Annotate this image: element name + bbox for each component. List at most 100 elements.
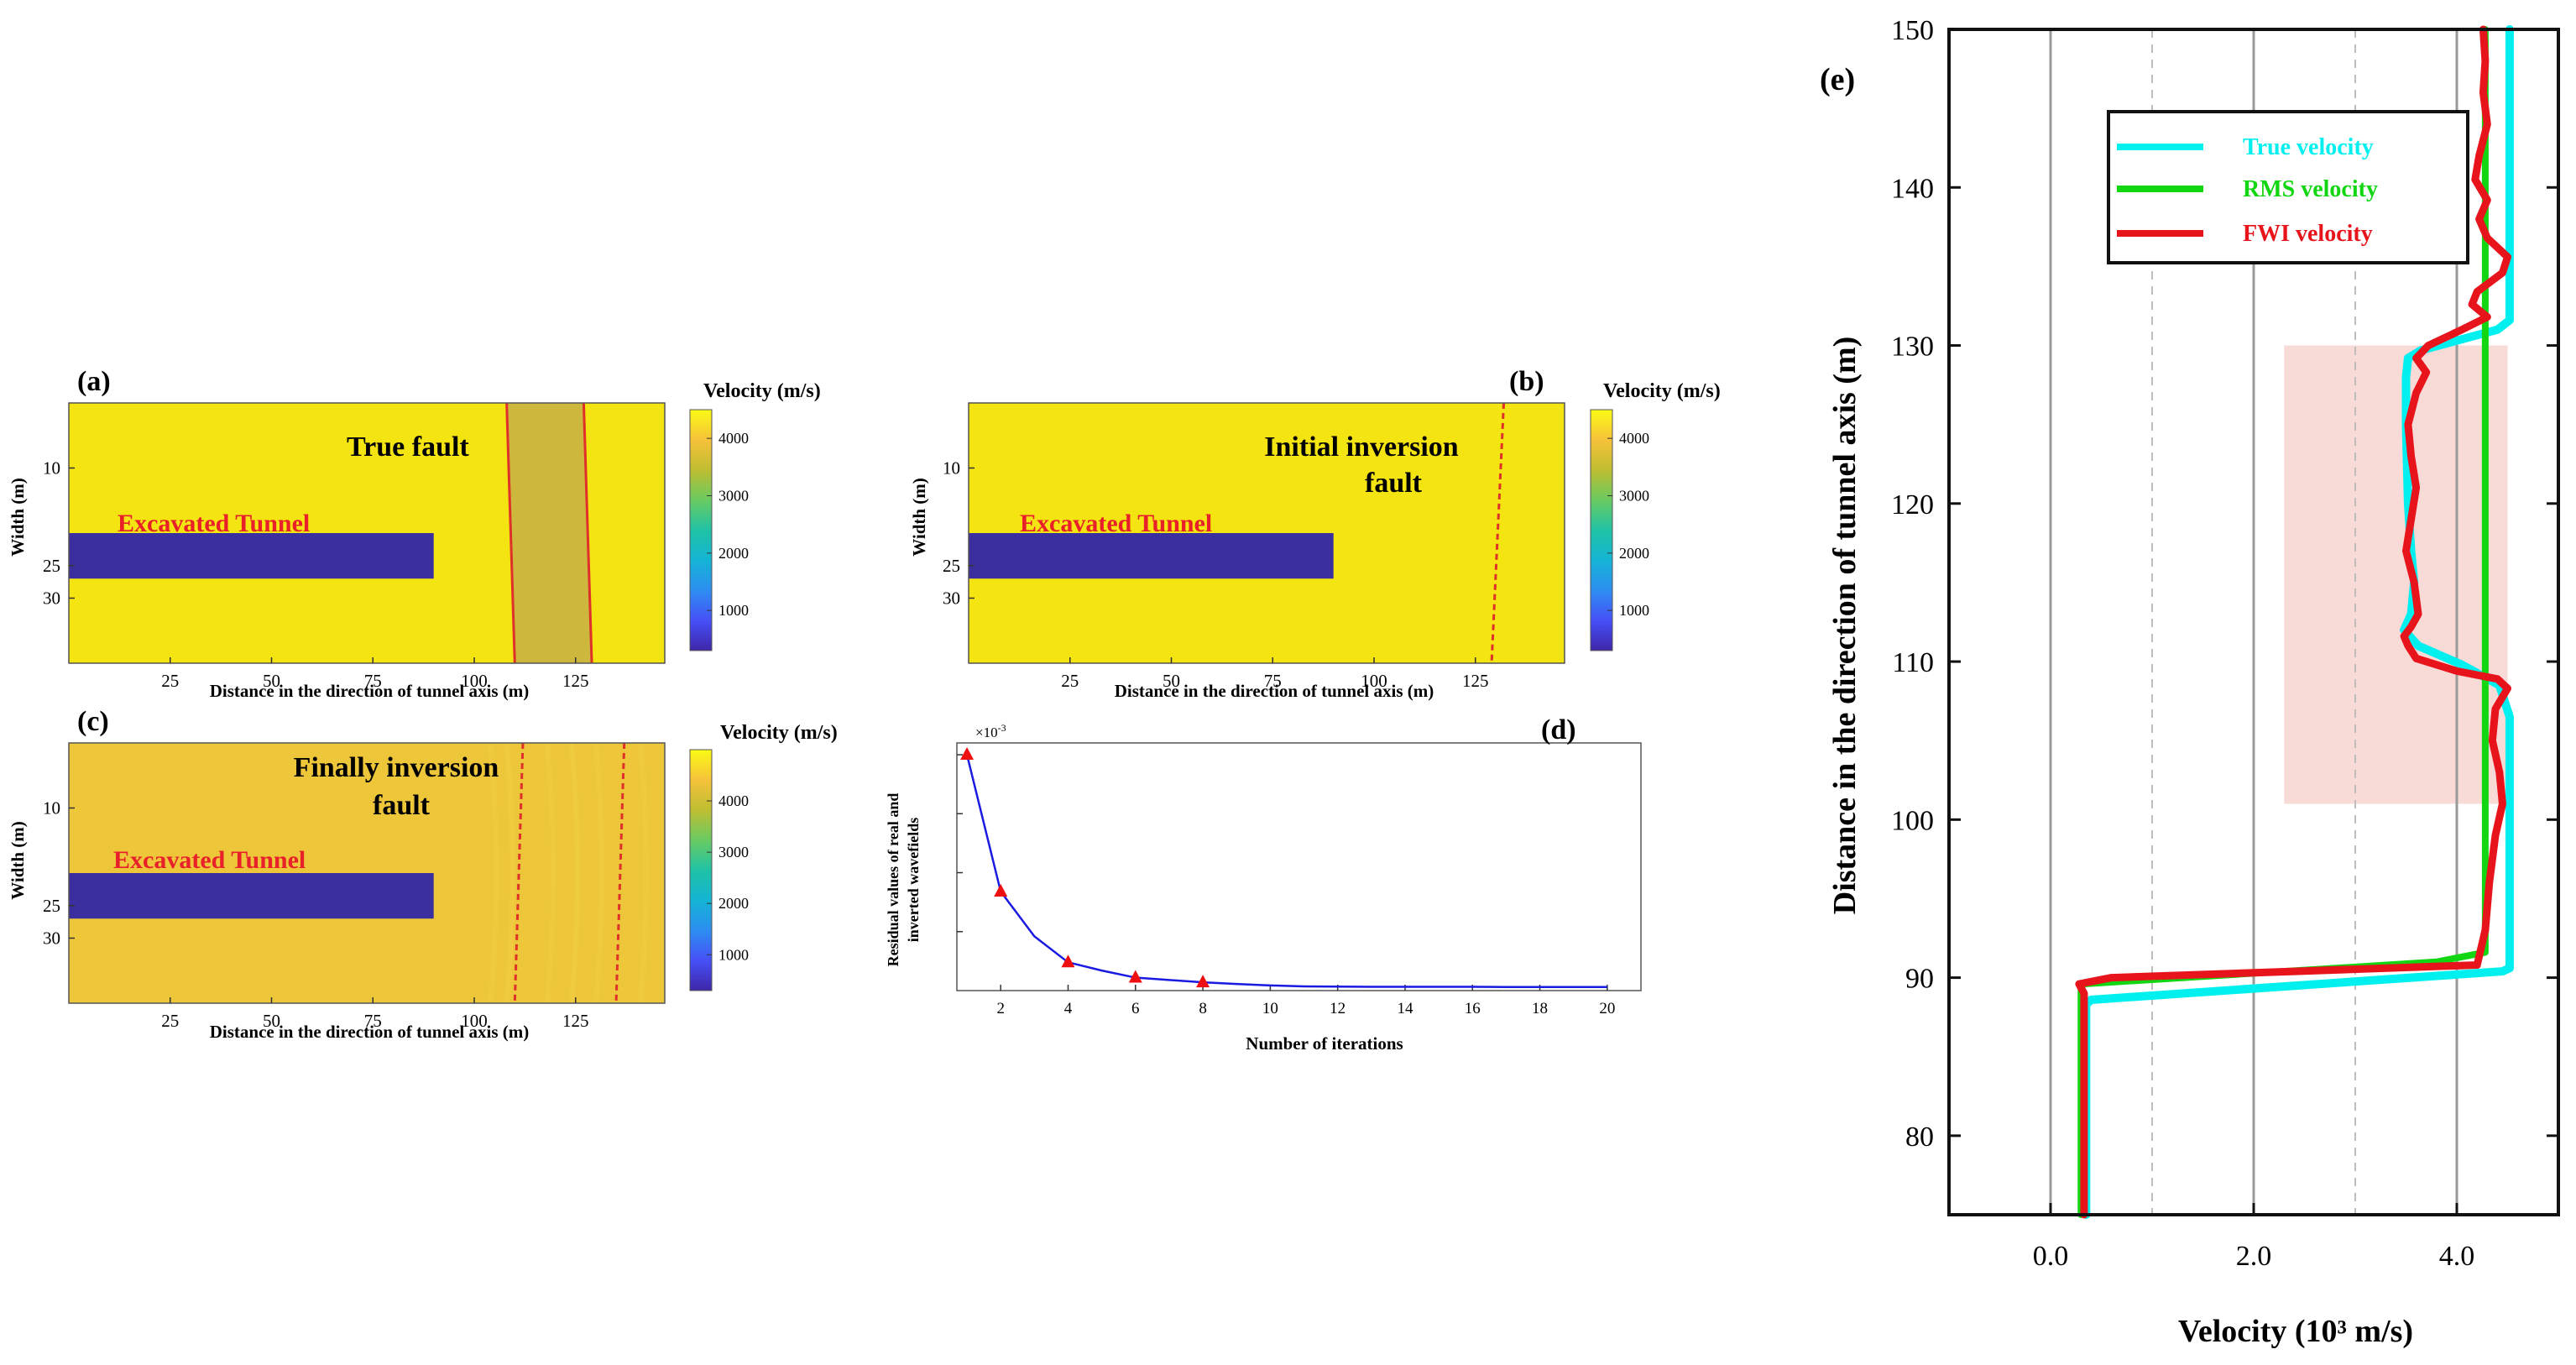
panel-b-colorbar-tick-label: 3000 <box>1619 488 1649 505</box>
panel-c-y-tick-label: 25 <box>43 896 60 916</box>
panel-c-ripple <box>504 742 515 1004</box>
panel-d-x-tick-label: 4 <box>1064 1000 1073 1017</box>
panel-a-tunnel-label: Excavated Tunnel <box>118 510 310 537</box>
panel-b-ylabel: Width (m) <box>909 478 929 557</box>
panel-e-y-tick-label: 110 <box>1892 647 1934 678</box>
legend-label-rms: RMS velocity <box>2243 176 2378 202</box>
panel-a-colorbar-title: Velocity (m/s) <box>703 380 821 402</box>
panel-e-x-tick-label: 2.0 <box>2236 1241 2272 1272</box>
panel-c-colorbar-title: Velocity (m/s) <box>720 722 838 744</box>
panel-e-y-tick-label: 150 <box>1891 15 1934 46</box>
panel-b-frame <box>968 402 1565 664</box>
panel-a-fault-zone <box>506 403 593 663</box>
panel-c-ripple <box>544 742 556 1004</box>
panel-a-y-tick-label: 30 <box>43 588 60 609</box>
panel-b-x-tick-label: 75 <box>1264 671 1282 691</box>
panel-a: 25 50 75 100 125 10 25 30 (a) True fault Excava… <box>8 366 821 701</box>
panel-c-colorbar-tick-label: 1000 <box>718 946 749 963</box>
panel-a-fault-boundary-left <box>505 402 516 664</box>
panel-d-marker <box>960 747 974 761</box>
panel-a-x-tick-label: 100 <box>461 671 488 691</box>
panel-a-colorbar-tick-label: 2000 <box>718 545 749 562</box>
panel-c-ripple <box>638 742 650 1004</box>
panel-c-xlabel: Distance in the direction of tunnel axis… <box>210 1022 530 1042</box>
panel-d-x-tick-label: 2 <box>996 1000 1005 1017</box>
panel-c: 25 50 75 100 125 10 25 30 (c) Finally inversion… <box>8 706 838 1042</box>
panel-d-x-tick-label: 8 <box>1199 1000 1207 1017</box>
panel-c-colorbar-tick-label: 3000 <box>718 844 749 860</box>
panel-d-ylabel-line2: inverted wavefields <box>905 818 922 942</box>
panel-a-title: True fault <box>347 431 469 463</box>
panel-c-ripple <box>568 742 580 1004</box>
panel-e-label: (e) <box>1820 62 1855 97</box>
panel-d-label: (d) <box>1541 714 1576 745</box>
panel-c-tunnel-label: Excavated Tunnel <box>113 846 306 874</box>
panel-e-y-tick-label: 100 <box>1891 805 1934 836</box>
panel-e-x-tick-label: 4.0 <box>2439 1241 2475 1272</box>
panel-b-y-tick-label: 25 <box>943 556 960 576</box>
panel-c-colorbar-tick-label: 2000 <box>718 895 749 912</box>
panel-b-x-tick-label: 50 <box>1163 671 1180 691</box>
panel-b-xlabel: Distance in the direction of tunnel axis… <box>1115 681 1434 701</box>
panel-b-y-tick-label: 30 <box>943 588 960 609</box>
panel-c-x-tick-label: 25 <box>161 1011 179 1031</box>
panel-e-y-tick-label: 130 <box>1891 332 1934 363</box>
panel-c-title-line2: fault <box>373 790 431 821</box>
panel-a-xlabel: Distance in the direction of tunnel axis… <box>210 681 530 701</box>
panel-b-fault-line <box>1490 402 1506 664</box>
panel-e-y-tick-label: 120 <box>1891 489 1934 520</box>
panel-d-frame <box>956 742 1642 991</box>
panel-a-y-tick-label: 25 <box>43 556 60 576</box>
panel-d-x-tick-label: 16 <box>1465 1000 1481 1017</box>
panel-c-frame <box>68 742 666 1004</box>
panel-a-x-tick-label: 125 <box>562 671 589 691</box>
panel-c-title-line1: Finally inversion <box>294 752 499 783</box>
panel-d: 2 4 6 8 10 12 14 16 18 20 (d) ×10-3 Number of ite… <box>885 714 1642 1054</box>
panel-d-exponent-base: ×10 <box>975 724 998 740</box>
panel-b-colorbar-tick-label: 2000 <box>1619 545 1649 562</box>
panel-c-x-tick-label: 100 <box>461 1011 488 1031</box>
panel-c-fault-line-1 <box>513 742 525 1004</box>
panel-d-exponent-power: -3 <box>998 722 1006 734</box>
panel-e-y-tick-label: 90 <box>1905 964 1934 995</box>
panel-a-fault-boundary-right <box>582 402 593 664</box>
panel-a-colorbar-tick-label: 1000 <box>718 602 749 619</box>
panel-a-label: (a) <box>77 366 111 397</box>
panel-b-colorbar <box>1590 409 1613 651</box>
panel-d-x-tick-label: 14 <box>1397 1000 1413 1017</box>
panel-a-colorbar <box>689 409 713 651</box>
panel-b-colorbar-tick-label: 4000 <box>1619 430 1649 447</box>
panel-d-ylabel-line1: Residual values of real and <box>885 793 901 967</box>
panel-a-y-tick-label: 10 <box>43 458 60 479</box>
panel-b-title-line1: Initial inversion <box>1264 431 1459 463</box>
panel-c-tunnel <box>69 873 434 919</box>
panel-e-ylabel: Distance in the direction of tunnel axis… <box>1827 337 1863 915</box>
panel-e-xlabel: Velocity (10³ m/s) <box>2178 1314 2413 1349</box>
panel-d-residual-line <box>965 754 1607 989</box>
panel-b-x-tick-label: 100 <box>1361 671 1387 691</box>
panel-d-x-tick-label: 18 <box>1532 1000 1548 1017</box>
panel-b-x-tick-label: 25 <box>1061 671 1079 691</box>
panel-e: 80 90 100 110 120 130 140 150 0.0 2.0 4.0 (e) Velo… <box>1820 15 2560 1349</box>
panel-c-colorbar <box>689 749 713 991</box>
panel-a-x-tick-label: 25 <box>161 671 179 691</box>
panel-a-x-tick-label: 50 <box>263 671 280 691</box>
panel-b-y-tick-label: 10 <box>943 458 960 479</box>
legend-label-fwi: FWI velocity <box>2243 221 2373 247</box>
panel-a-colorbar-tick-label: 4000 <box>718 430 749 447</box>
panel-d-x-tick-label: 20 <box>1599 1000 1615 1017</box>
panel-a-frame <box>68 402 666 664</box>
panel-c-fault-line-2 <box>614 742 626 1004</box>
panel-d-x-tick-label: 12 <box>1330 1000 1345 1017</box>
panel-b-colorbar-tick-label: 1000 <box>1619 602 1649 619</box>
panel-d-marker <box>1128 970 1142 983</box>
panel-c-ripple <box>593 742 604 1004</box>
panel-e-x-tick-label: 0.0 <box>2033 1241 2069 1272</box>
legend: True velocity RMS velocity FWI velocity <box>2107 110 2469 264</box>
panel-c-x-tick-label: 50 <box>263 1011 280 1031</box>
panel-a-x-tick-label: 75 <box>364 671 382 691</box>
panel-b: 25 50 75 100 125 10 25 30 (b) Initial inversion… <box>909 366 1721 701</box>
panel-a-colorbar-tick-label: 3000 <box>718 488 749 505</box>
panel-d-x-tick-label: 10 <box>1262 1000 1278 1017</box>
